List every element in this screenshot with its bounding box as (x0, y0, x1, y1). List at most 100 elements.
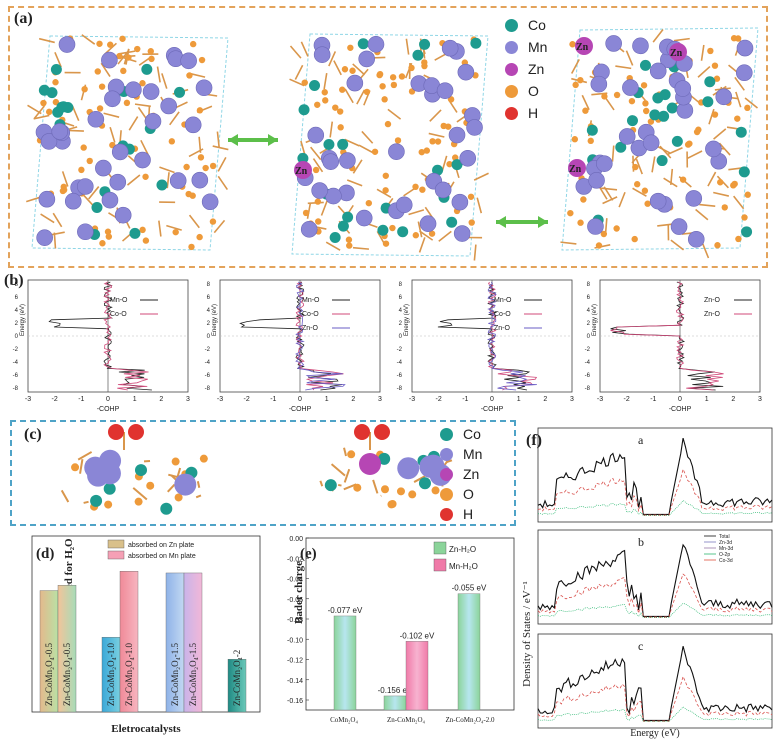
manganese-atom (346, 74, 364, 92)
manganese-atom (64, 192, 82, 210)
panel-a: Zn Zn Zn Zn (8, 6, 768, 268)
bond-line (117, 50, 129, 65)
bond-line (601, 187, 618, 191)
legend-label: Zn-O (704, 297, 721, 304)
cobalt-atom (56, 101, 68, 113)
bond-line (289, 78, 305, 87)
oxygen-atom (336, 108, 344, 115)
y-tick-label: -2 (397, 347, 403, 353)
y-tick-label: -4 (13, 360, 19, 366)
manganese-atom (457, 63, 475, 81)
crystal-structure (26, 34, 229, 251)
y-tick-label: 0 (207, 334, 211, 340)
cobalt-atom (90, 494, 103, 507)
bond-line (158, 220, 162, 237)
bond-line (188, 148, 204, 158)
y-axis-label: Energy (eV) (404, 304, 410, 336)
bond-line (673, 37, 690, 42)
bond-line (718, 142, 731, 156)
x-tick-label: 2 (159, 396, 163, 403)
bar-value-label: -0.102 eV (400, 631, 435, 640)
oxygen-atom (577, 219, 584, 226)
y-axis-label: Bader charge (293, 561, 305, 624)
oxygen-atom (686, 140, 693, 147)
cobalt-atom (656, 155, 668, 167)
oxygen-atom (142, 237, 150, 244)
oxygen-atom (189, 40, 197, 48)
oxygen-atom (384, 120, 392, 128)
bond-line (119, 50, 136, 55)
cobalt-atom (649, 109, 661, 121)
bond-line (343, 483, 357, 491)
oxygen-atom (679, 176, 687, 183)
x-tick-label: 3 (186, 396, 190, 403)
bond-line (651, 156, 656, 173)
y-tick-label: 4 (207, 308, 211, 314)
bond-line (713, 191, 730, 197)
cobalt-atom (586, 124, 598, 136)
legend-swatch (433, 558, 447, 572)
oxygen-atom (744, 104, 751, 112)
oxygen-atom (389, 224, 396, 232)
bond-line (604, 96, 615, 111)
oxygen-atom (105, 233, 113, 240)
legend-item: Mn (440, 444, 514, 464)
legend-dot-icon (505, 84, 518, 98)
y-tick-label: -0.10 (287, 637, 303, 644)
y-tick-label: -0.14 (287, 678, 303, 685)
oxygen-atom (199, 454, 208, 463)
cobalt-atom (432, 164, 444, 176)
oxygen-atom (171, 457, 180, 466)
x-tick-label: -2 (244, 396, 250, 403)
bond-line (88, 186, 100, 200)
dos-subplot: c (537, 633, 773, 729)
bond-line (695, 208, 709, 221)
x-tick-label: 0 (106, 396, 110, 403)
bar (57, 585, 77, 713)
zinc-atom (359, 453, 381, 475)
legend-item: Zn (505, 58, 575, 80)
oxygen-atom (381, 96, 388, 103)
manganese-atom (588, 172, 605, 189)
bond-line (708, 108, 715, 125)
manganese-atom (395, 196, 413, 214)
bar-label: Zn-CoMn₂O₄-0.5 (62, 642, 72, 706)
x-tick-label: Zn-CoMn₂O₄ (387, 716, 425, 724)
x-tick-label: 1 (705, 396, 709, 403)
y-tick-label: -0.04 (287, 577, 303, 584)
cohp-curve (103, 281, 149, 391)
y-tick-label: -4 (585, 360, 591, 366)
cohp-plot: 8 6 4 2 0 -2 -4 -6 -8 Energy (eV) -3 -2 -1 0 1 2 3 -COHP M… (205, 279, 382, 413)
oxygen-atom (632, 163, 639, 171)
oxygen-atom (314, 198, 322, 205)
oxygen-atom (341, 66, 349, 73)
cobalt-atom (652, 92, 664, 104)
oxygen-atom (577, 76, 584, 84)
cobalt-atom (615, 141, 627, 153)
oxygen-atom (382, 172, 389, 179)
bar (457, 593, 481, 711)
x-tick-label: 0 (490, 396, 494, 403)
oxygen-atom (119, 35, 126, 42)
bond-line (61, 171, 69, 187)
zn-atom-label: Zn (670, 48, 683, 59)
oxygen-atom (601, 93, 608, 100)
legend-label: Total (719, 534, 730, 540)
y-tick-label: -2 (13, 347, 19, 353)
oxygen-atom (125, 54, 132, 61)
y-tick-label: 6 (399, 295, 403, 301)
double-arrow-icon (228, 134, 278, 146)
oxygen-atom (434, 138, 442, 145)
cobalt-atom (658, 110, 670, 122)
panel-e-label: (e) (300, 546, 317, 562)
oxygen-atom (94, 68, 101, 75)
oxygen-atom (394, 137, 402, 144)
arrow-head (228, 134, 238, 146)
manganese-atom (111, 143, 129, 161)
oxygen-atom (209, 218, 217, 225)
x-tick-label: -2 (624, 396, 630, 403)
manganese-atom (459, 150, 477, 167)
manganese-atom (322, 153, 340, 170)
adsorption-cluster (319, 424, 453, 509)
